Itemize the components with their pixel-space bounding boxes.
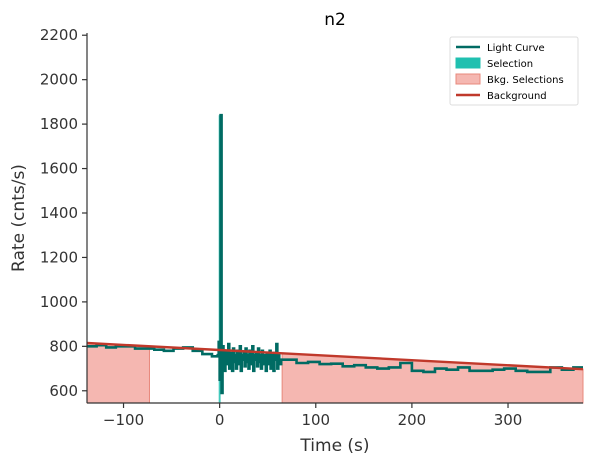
axes [86,33,583,404]
x-tick-label: 0 [215,411,225,429]
x-tick-label: 300 [494,411,523,429]
background-fit [86,341,584,371]
legend-swatch [455,73,481,85]
legend-label: Background [487,91,547,102]
legend-label: Bkg. Selections [487,75,564,86]
y-tick-label: 1000 [40,293,78,311]
bkg-selection-region-1 [86,342,150,404]
y-ticks: 600 800 1000 1200 1400 1600 1800 2000 2200 [40,26,87,400]
y-tick-label: 1200 [40,248,78,266]
y-tick-label: 2000 [40,71,78,89]
light-curve [87,113,583,395]
light-curve-line [87,113,583,395]
y-tick-label: 1600 [40,160,78,178]
y-tick-label: 1400 [40,204,78,222]
legend: Light Curve Selection Bkg. Selections Backg… [449,36,579,106]
legend-label: Selection [487,59,533,70]
y-tick-label: 1800 [40,115,78,133]
legend-swatch [455,57,481,69]
x-tick-label: 200 [398,411,427,429]
background-selections [86,342,584,404]
y-tick-label: 600 [49,382,78,400]
x-tick-label: −100 [103,411,144,429]
legend-box [449,36,579,106]
x-ticks: −100 0 100 200 300 [103,403,522,429]
y-axis-label: Rate (cnts/s) [9,164,29,272]
background-fit-line [86,341,584,371]
y-tick-label: 2200 [40,26,78,44]
legend-label: Light Curve [487,43,545,54]
chart-title: n2 [324,10,346,30]
x-tick-label: 100 [301,411,330,429]
y-tick-label: 800 [49,337,78,355]
x-axis-label: Time (s) [299,436,369,456]
